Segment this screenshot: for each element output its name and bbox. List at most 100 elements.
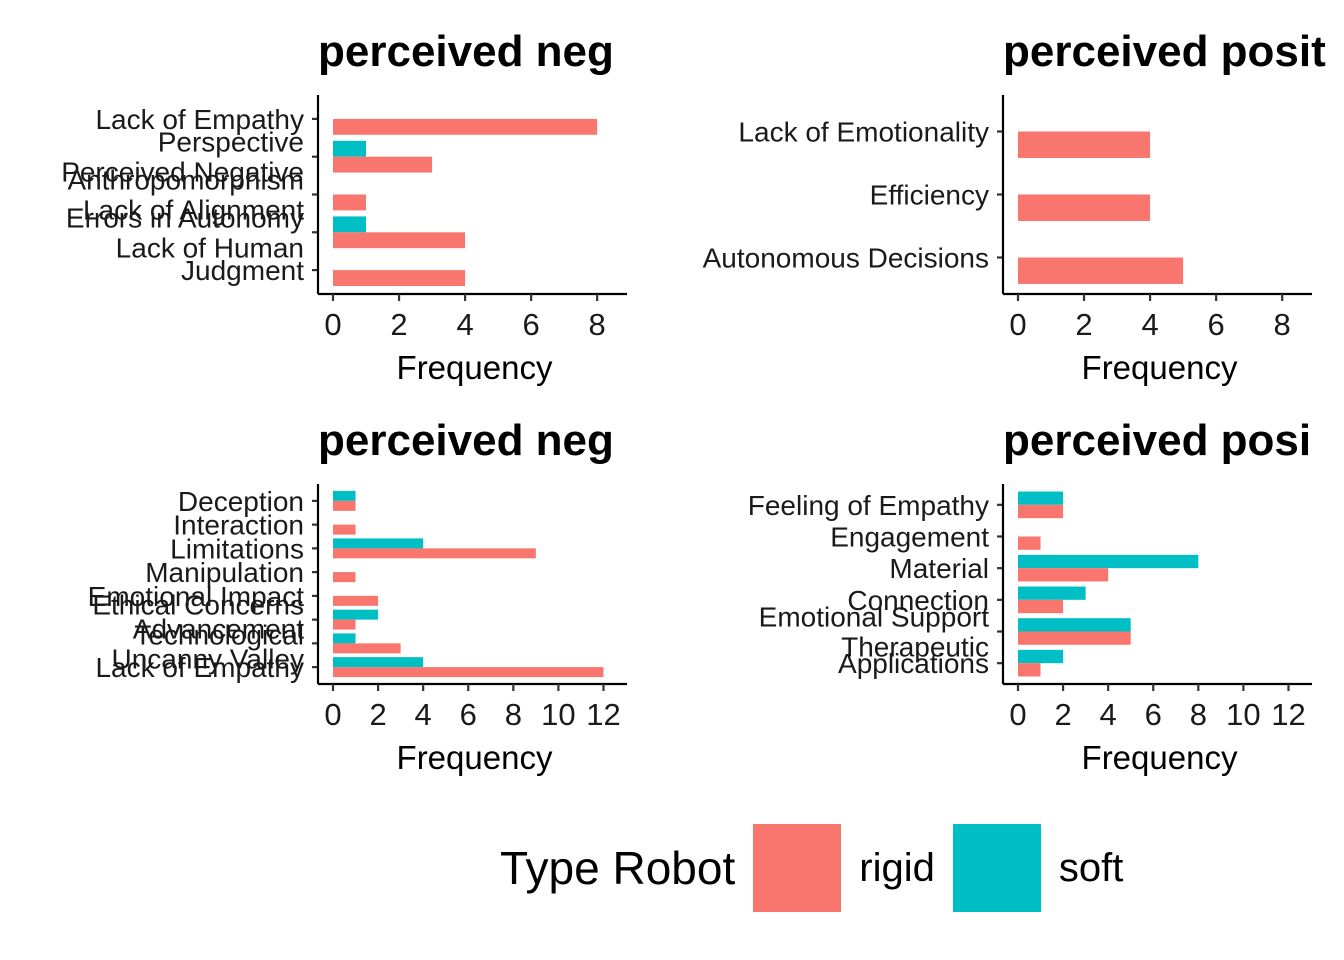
bar-soft: [1018, 491, 1064, 505]
bar-soft: [1018, 649, 1064, 664]
x-tick-label: 0: [324, 697, 341, 732]
x-axis-title: Frequency: [1082, 739, 1238, 776]
bar-rigid: [333, 524, 356, 535]
category-label: Therapeutic: [841, 632, 989, 663]
category-label: Uncanny Valley: [112, 643, 304, 674]
bar-rigid: [333, 156, 433, 173]
category-label: Advancement: [133, 613, 304, 644]
category-label: Perceived Negative: [61, 157, 304, 188]
legend-label-soft: soft: [1058, 845, 1124, 890]
legend: Type Robot rigid soft: [500, 822, 1141, 914]
x-tick-label: 2: [1054, 697, 1071, 732]
x-tick-label: 12: [586, 697, 620, 732]
category-label: Engagement: [830, 522, 989, 553]
chart-panel-1: perceived neg Lack of EmpathyPerspectiveP…: [61, 27, 627, 386]
x-tick-label: 2: [1075, 307, 1092, 342]
bar-soft: [333, 609, 379, 620]
category-label: Emotional Support: [759, 602, 990, 633]
category-label: Interaction: [173, 510, 304, 541]
bar-rigid: [333, 619, 356, 630]
bar-soft: [1018, 586, 1086, 600]
bar-rigid: [333, 194, 367, 211]
x-tick-label: 10: [541, 697, 575, 732]
category-label: Limitations: [170, 533, 304, 564]
bar-rigid: [1018, 599, 1064, 614]
bar-rigid: [333, 643, 401, 654]
bar-rigid: [1018, 536, 1041, 550]
bar-rigid: [333, 232, 466, 249]
category-label: Emotional Impact: [88, 581, 305, 612]
x-tick-label: 0: [1009, 307, 1026, 342]
x-tick-label: 6: [1145, 697, 1162, 732]
category-label: Lack of Human: [116, 232, 304, 263]
category-label: Judgment: [181, 255, 304, 286]
bar-rigid: [333, 667, 604, 678]
category-label: Deception: [178, 486, 304, 517]
category-label: Lack of Empathy: [95, 652, 304, 683]
legend-key-rigid: [753, 824, 842, 912]
x-tick-label: 2: [390, 307, 407, 342]
category-label: Technological: [134, 620, 304, 651]
x-tick-label: 4: [1100, 697, 1117, 732]
x-tick-label: 4: [415, 697, 432, 732]
x-tick-label: 6: [523, 307, 540, 342]
bar-rigid: [1018, 663, 1041, 677]
x-tick-label: 4: [456, 307, 473, 342]
bar-rigid: [1018, 631, 1131, 645]
x-tick-label: 8: [1274, 307, 1291, 342]
bar-soft: [333, 633, 356, 644]
panel-title: perceived neg: [318, 416, 614, 465]
category-label: Feeling of Empathy: [748, 490, 989, 521]
x-tick-label: 0: [1009, 697, 1026, 732]
x-tick-label: 6: [1208, 307, 1225, 342]
bar-rigid: [1018, 131, 1151, 158]
x-tick-label: 8: [589, 307, 606, 342]
bar-rigid: [333, 270, 466, 286]
bar-rigid: [1018, 194, 1151, 221]
panel-title: perceived posi: [1003, 416, 1311, 465]
chart-panel-3: perceived neg DeceptionInteractionLimitat…: [88, 416, 627, 776]
category-label: Connection: [847, 585, 989, 616]
bar-rigid: [333, 118, 598, 135]
bar-soft: [333, 140, 367, 157]
category-label: Perspective: [158, 127, 304, 158]
x-tick-label: 10: [1226, 697, 1260, 732]
category-label: Applications: [838, 648, 989, 679]
x-tick-label: 4: [1141, 307, 1158, 342]
bar-soft: [333, 538, 424, 549]
bar-soft: [333, 216, 367, 233]
legend-title: Type Robot: [500, 842, 736, 894]
bar-rigid: [333, 572, 356, 583]
x-tick-label: 8: [1190, 697, 1207, 732]
chart-panel-4: perceived posi Feeling of EmpathyEngageme…: [748, 416, 1312, 776]
category-label: Lack of Alignment: [83, 195, 304, 226]
chart-panel-2: perceived posit Lack of Emotionality Effic…: [703, 27, 1327, 386]
legend-label-rigid: rigid: [859, 845, 935, 890]
bar-rigid: [1018, 257, 1184, 284]
category-label: Lack of Empathy: [95, 104, 304, 135]
x-axis-title: Frequency: [1082, 349, 1238, 386]
category-label: Material: [889, 553, 989, 584]
x-tick-label: 2: [369, 697, 386, 732]
bar-rigid: [1018, 568, 1109, 582]
category-label: Anthropomorphism: [67, 165, 304, 196]
bar-soft: [333, 490, 356, 501]
x-axis-title: Frequency: [397, 349, 553, 386]
x-tick-label: 0: [324, 307, 341, 342]
x-tick-label: 12: [1271, 697, 1305, 732]
panel-title: perceived neg: [318, 27, 614, 76]
category-label: Lack of Emotionality: [738, 117, 989, 148]
bar-soft: [1018, 554, 1199, 569]
legend-key-soft: [952, 824, 1041, 912]
category-label: Ethical Concerns: [92, 590, 304, 621]
bar-soft: [333, 657, 424, 668]
category-label: Manipulation: [145, 557, 304, 588]
panel-title: perceived posit: [1003, 27, 1326, 76]
category-label: Efficiency: [870, 180, 989, 211]
x-tick-label: 6: [460, 697, 477, 732]
bar-soft: [1018, 618, 1131, 632]
category-label: Autonomous Decisions: [703, 243, 989, 274]
bar-rigid: [333, 548, 536, 559]
bar-rigid: [1018, 504, 1064, 519]
